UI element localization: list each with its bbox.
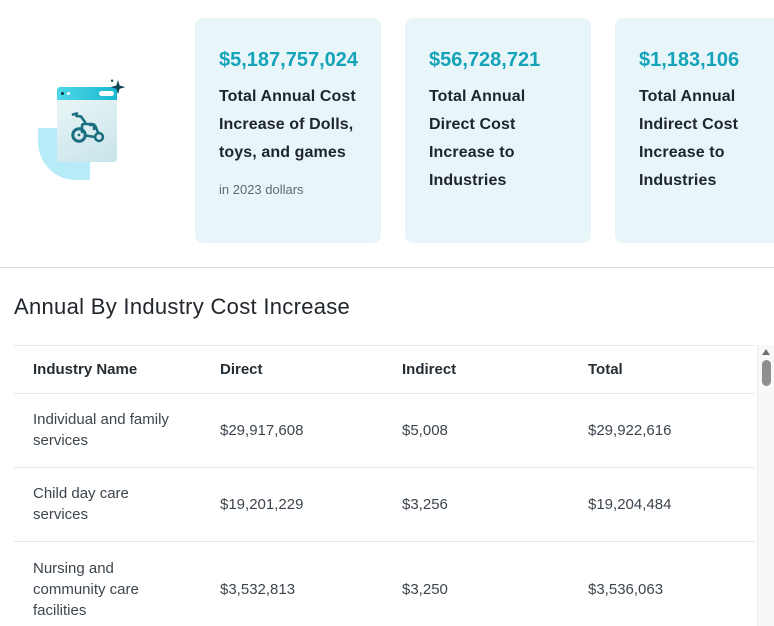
indirect-cell: $3,256 [383,467,569,542]
total-cell: $3,536,063 [569,541,755,626]
column-header-industry-name: Industry Name [14,346,201,394]
section-divider [0,267,774,268]
stat-card-total-cost: $5,187,757,024 Total Annual Cost Increas… [195,18,381,243]
stat-card-direct-cost: $56,728,721 Total Annual Direct Cost Inc… [405,18,591,243]
stat-title: Total Annual Indirect Cost Increase to I… [639,88,739,189]
table-scrollbar[interactable] [757,345,774,626]
window-dot-icon [61,92,64,95]
column-header-indirect: Indirect [383,346,569,394]
stat-amount: $1,183,106 [639,49,740,71]
stat-note: in 2023 dollars [219,182,304,197]
table-row: Nursing and community care facilities $3… [14,541,755,626]
window-dot-icon [67,92,70,95]
section-heading: Annual By Industry Cost Increase [14,294,351,319]
stat-title: Total Annual Direct Cost Increase to Ind… [429,88,526,189]
scroll-up-arrow-icon[interactable] [762,349,770,355]
industry-name-cell: Child day care services [14,467,201,542]
industry-name-cell: Nursing and community care facilities [14,541,201,626]
toy-tractor-browser-illustration [38,78,134,182]
industry-name-cell: Individual and family services [14,393,201,468]
industry-cost-table: Industry Name Direct Indirect Total Indi… [14,346,755,626]
column-header-total: Total [569,346,755,394]
total-cell: $19,204,484 [569,467,755,542]
scrollbar-thumb[interactable] [761,360,771,386]
tractor-icon [71,112,105,143]
table-row: Child day care services $19,201,229 $3,2… [14,467,755,542]
stat-title: Total Annual Cost Increase of Dolls, toy… [219,88,356,161]
direct-cell: $19,201,229 [201,467,383,542]
indirect-cell: $5,008 [383,393,569,468]
total-cell: $29,922,616 [569,393,755,468]
table-header-row: Industry Name Direct Indirect Total [14,346,755,394]
direct-cell: $29,917,608 [201,393,383,468]
sparkle-icon [110,79,126,95]
direct-cell: $3,532,813 [201,541,383,626]
column-header-direct: Direct [201,346,383,394]
indirect-cell: $3,250 [383,541,569,626]
stat-amount: $5,187,757,024 [219,49,359,71]
table-row: Individual and family services $29,917,6… [14,393,755,468]
stat-card-indirect-cost: $1,183,106 Total Annual Indirect Cost In… [615,18,774,243]
browser-topbar [57,87,117,100]
stat-amount: $56,728,721 [429,49,541,71]
browser-window-graphic [57,87,117,162]
address-pill [99,91,114,96]
industry-table-viewport: Industry Name Direct Indirect Total Indi… [14,345,755,626]
summary-cards: $5,187,757,024 Total Annual Cost Increas… [195,18,774,243]
